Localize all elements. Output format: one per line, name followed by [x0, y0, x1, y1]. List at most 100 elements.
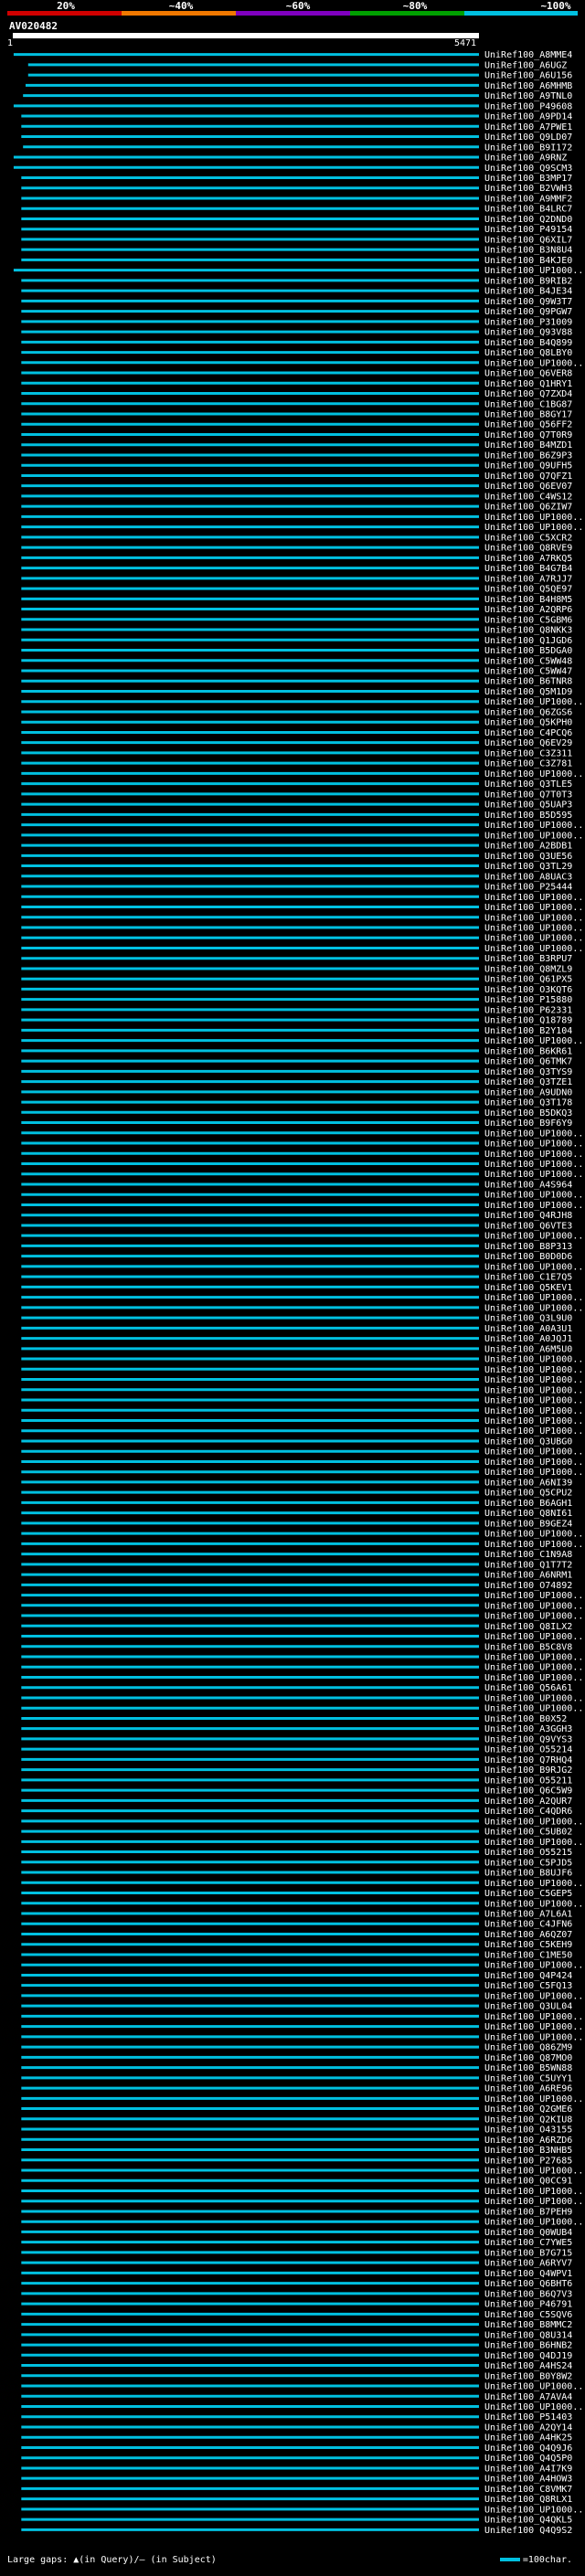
hit-label[interactable]: UniRef100_Q3T178: [484, 1098, 572, 1108]
hit-label[interactable]: UniRef100_P15880: [484, 995, 572, 1005]
hit-label[interactable]: UniRef100_C5XCR2: [484, 533, 572, 543]
hit-label[interactable]: UniRef100_Q86ZM9: [484, 2043, 572, 2053]
hit-label[interactable]: UniRef100_P49608: [484, 101, 572, 111]
hit-label[interactable]: UniRef100_UP1000...: [484, 2022, 585, 2032]
hit-label[interactable]: UniRef100_A0A3U1: [484, 1324, 572, 1334]
hit-label[interactable]: UniRef100_A6RZD6: [484, 2136, 572, 2146]
hit-label[interactable]: UniRef100_Q3UL04: [484, 2002, 572, 2012]
hit-label[interactable]: UniRef100_Q7QFZ1: [484, 472, 572, 482]
hit-label[interactable]: UniRef100_Q9W3T7: [484, 297, 572, 307]
hit-label[interactable]: UniRef100_B6AGH1: [484, 1499, 572, 1509]
hit-label[interactable]: UniRef100_Q5KPH0: [484, 718, 572, 728]
hit-label[interactable]: UniRef100_B4KJE0: [484, 256, 572, 266]
hit-label[interactable]: UniRef100_Q2GME6: [484, 2104, 572, 2115]
hit-label[interactable]: UniRef100_Q3TL29: [484, 862, 572, 872]
hit-label[interactable]: UniRef100_UP1000...: [484, 266, 585, 276]
hit-label[interactable]: UniRef100_Q3TLE5: [484, 779, 572, 790]
hit-label[interactable]: UniRef100_B9RJG2: [484, 1765, 572, 1776]
hit-label[interactable]: UniRef100_Q3TZE1: [484, 1077, 572, 1087]
hit-label[interactable]: UniRef100_UP1000...: [484, 1262, 585, 1272]
hit-label[interactable]: UniRef100_Q3UE56: [484, 852, 572, 862]
hit-label[interactable]: UniRef100_B4G7B4: [484, 564, 572, 574]
hit-label[interactable]: UniRef100_Q5UAP3: [484, 800, 572, 811]
hit-label[interactable]: UniRef100_UP1000...: [484, 1191, 585, 1201]
hit-label[interactable]: UniRef100_UP1000...: [484, 1899, 585, 1909]
hit-label[interactable]: UniRef100_UP1000...: [484, 769, 585, 779]
hit-label[interactable]: UniRef100_Q5M1D9: [484, 687, 572, 697]
hit-label[interactable]: UniRef100_B5D595: [484, 811, 572, 821]
hit-label[interactable]: UniRef100_B2VWH3: [484, 184, 572, 194]
hit-label[interactable]: UniRef100_UP1000...: [484, 2187, 585, 2197]
hit-label[interactable]: UniRef100_Q87MO0: [484, 2053, 572, 2063]
hit-label[interactable]: UniRef100_B5DGA0: [484, 646, 572, 656]
hit-label[interactable]: UniRef100_Q9PGW7: [484, 307, 572, 317]
hit-label[interactable]: UniRef100_C5GEP5: [484, 1889, 572, 1899]
hit-label[interactable]: UniRef100_P51403: [484, 2412, 572, 2422]
hit-label[interactable]: UniRef100_B2Y104: [484, 1026, 572, 1036]
hit-label[interactable]: UniRef100_A6M5U0: [484, 1344, 572, 1354]
hit-label[interactable]: UniRef100_C5SQV6: [484, 2310, 572, 2320]
hit-label[interactable]: UniRef100_B9F6Y9: [484, 1118, 572, 1129]
hit-label[interactable]: UniRef100_Q3UBG0: [484, 1436, 572, 1447]
hit-label[interactable]: UniRef100_Q3L9U0: [484, 1314, 572, 1324]
hit-label[interactable]: UniRef100_Q1JGD6: [484, 636, 572, 646]
hit-label[interactable]: UniRef100_B5DKQ3: [484, 1108, 572, 1118]
hit-label[interactable]: UniRef100_Q9UFH5: [484, 461, 572, 472]
hit-label[interactable]: UniRef100_UP1000...: [484, 821, 585, 831]
hit-label[interactable]: UniRef100_Q1HRY1: [484, 379, 572, 389]
hit-label[interactable]: UniRef100_UP1000...: [484, 2166, 585, 2176]
hit-label[interactable]: UniRef100_B6HNB2: [484, 2341, 572, 2351]
hit-label[interactable]: UniRef100_O3KQT6: [484, 985, 572, 995]
hit-label[interactable]: UniRef100_A6MHMB: [484, 81, 572, 91]
hit-label[interactable]: UniRef100_Q8LBY0: [484, 348, 572, 358]
hit-label[interactable]: UniRef100_Q9VYS3: [484, 1734, 572, 1744]
hit-label[interactable]: UniRef100_A4I7K9: [484, 2464, 572, 2474]
hit-label[interactable]: UniRef100_Q6TMK7: [484, 1057, 572, 1067]
hit-label[interactable]: UniRef100_Q8RLX1: [484, 2495, 572, 2505]
hit-label[interactable]: UniRef100_UP1000...: [484, 1375, 585, 1385]
hit-label[interactable]: UniRef100_C7YWE5: [484, 2238, 572, 2248]
hit-label[interactable]: UniRef100_Q4Q9S2: [484, 2526, 572, 2535]
hit-label[interactable]: UniRef100_Q5KEV1: [484, 1283, 572, 1293]
hit-label[interactable]: UniRef100_B6KR61: [484, 1046, 572, 1056]
hit-label[interactable]: UniRef100_UP1000...: [484, 1991, 585, 2001]
hit-label[interactable]: UniRef100_UP1000...: [484, 2197, 585, 2207]
hit-label[interactable]: UniRef100_Q6EV07: [484, 482, 572, 492]
hit-label[interactable]: UniRef100_UP1000...: [484, 1232, 585, 1242]
hit-label[interactable]: UniRef100_Q6ZGS6: [484, 707, 572, 717]
hit-label[interactable]: UniRef100_A7L6A1: [484, 1910, 572, 1920]
hit-label[interactable]: UniRef100_C1ME50: [484, 1950, 572, 1960]
hit-label[interactable]: UniRef100_UP1000...: [484, 1201, 585, 1211]
hit-label[interactable]: UniRef100_B3N8U4: [484, 246, 572, 256]
hit-label[interactable]: UniRef100_UP1000...: [484, 1426, 585, 1436]
hit-label[interactable]: UniRef100_UP1000...: [484, 1653, 585, 1663]
hit-label[interactable]: UniRef100_B4JE34: [484, 287, 572, 297]
hit-label[interactable]: UniRef100_P49154: [484, 225, 572, 235]
hit-label[interactable]: UniRef100_O55211: [484, 1776, 572, 1786]
hit-label[interactable]: UniRef100_Q56A61: [484, 1683, 572, 1693]
hit-label[interactable]: UniRef100_A4S964: [484, 1180, 572, 1190]
hit-label[interactable]: UniRef100_Q8ILX2: [484, 1622, 572, 1632]
hit-label[interactable]: UniRef100_Q5CPU2: [484, 1489, 572, 1499]
hit-label[interactable]: UniRef100_Q6VER8: [484, 369, 572, 379]
hit-label[interactable]: UniRef100_UP1000...: [484, 2382, 585, 2392]
hit-label[interactable]: UniRef100_A9PD14: [484, 112, 572, 122]
hit-label[interactable]: UniRef100_UP1000...: [484, 1140, 585, 1150]
hit-label[interactable]: UniRef100_UP1000...: [484, 1129, 585, 1139]
hit-label[interactable]: UniRef100_UP1000...: [484, 1170, 585, 1180]
hit-label[interactable]: UniRef100_UP1000...: [484, 1396, 585, 1406]
hit-label[interactable]: UniRef100_Q6VTE3: [484, 1221, 572, 1231]
hit-label[interactable]: UniRef100_UP1000...: [484, 1879, 585, 1889]
hit-label[interactable]: UniRef100_B0X52: [484, 1714, 567, 1724]
hit-label[interactable]: UniRef100_UP1000...: [484, 1838, 585, 1848]
hit-label[interactable]: UniRef100_UP1000...: [484, 1591, 585, 1601]
hit-label[interactable]: UniRef100_UP1000...: [484, 1385, 585, 1395]
hit-label[interactable]: UniRef100_O55215: [484, 1848, 572, 1858]
hit-label[interactable]: UniRef100_O55214: [484, 1745, 572, 1755]
hit-label[interactable]: UniRef100_Q3TYS9: [484, 1067, 572, 1077]
hit-label[interactable]: UniRef100_B4MZD1: [484, 440, 572, 451]
hit-label[interactable]: UniRef100_B4LRC7: [484, 205, 572, 215]
hit-label[interactable]: UniRef100_B4Q899: [484, 338, 572, 348]
hit-label[interactable]: UniRef100_UP1000...: [484, 1704, 585, 1714]
hit-label[interactable]: UniRef100_Q4RJH8: [484, 1211, 572, 1221]
